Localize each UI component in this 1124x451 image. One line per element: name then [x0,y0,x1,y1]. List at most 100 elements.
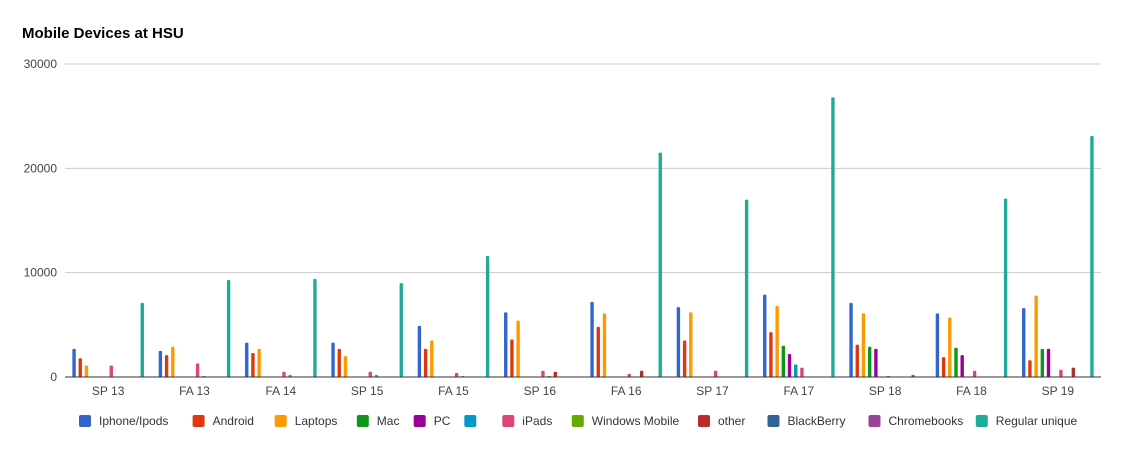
bar [84,365,89,377]
bar [1040,348,1045,377]
bar [602,313,607,377]
x-tick-labels: SP 13 FA 13 FA 14 SP 15 FA 15 SP 16 FA 16 SP 17… [92,384,1074,398]
bar [430,340,434,377]
bar [78,358,82,377]
bar [158,350,163,377]
chart-title: Mobile Devices at HSU [22,25,184,42]
bars [72,97,1094,378]
bar [1090,135,1094,377]
bar [195,363,200,377]
legend-swatch [502,415,515,427]
legend-label: Laptops [295,414,338,428]
bar [960,355,964,377]
x-tick-label: FA 17 [783,384,814,398]
bar [676,307,681,377]
bar [849,302,853,377]
legend-label: Regular unique [996,414,1078,428]
bar [590,301,594,377]
legend-label: BlackBerry [788,414,846,428]
legend-swatch [464,415,477,427]
legend-label: Iphone/Ipods [99,414,168,428]
legend-swatch [274,415,287,427]
y-tick-label: 10000 [24,266,58,280]
x-tick-label: FA 14 [265,384,296,398]
bar [1028,360,1032,377]
bar [972,370,977,377]
legend-swatch [868,415,881,427]
bar [313,278,317,377]
legend-swatch [698,415,710,427]
bar [941,357,946,377]
bar [337,348,341,377]
bar [1034,295,1038,377]
legend-swatch [975,415,988,427]
legend-swatch [192,415,205,427]
x-tick-label: FA 15 [438,384,469,398]
bar [288,374,292,377]
bar [140,302,144,377]
bar [1059,369,1063,377]
bar [399,283,403,377]
bar [1046,348,1051,377]
bar [485,255,490,377]
bar [639,370,644,377]
legend-swatch [356,415,369,427]
bar [713,370,718,377]
bar [596,326,600,377]
legend: Iphone/Ipods Android Laptops Mac PC iPads Wind… [79,414,1078,428]
x-tick-label: SP 16 [524,384,557,398]
bar [775,306,779,377]
bar [911,374,915,377]
legend-label: PC [434,414,451,428]
bar [343,356,348,377]
bar [109,365,113,377]
bar [454,372,459,377]
bar [769,332,773,377]
bar [954,347,958,377]
x-tick-label: FA 18 [956,384,987,398]
bar [72,348,76,377]
legend-label: Mac [377,414,400,428]
bar [781,345,786,377]
bar [226,279,231,377]
bar [504,312,508,377]
y-tick-label: 20000 [24,161,58,175]
bar [682,340,687,377]
bar [800,367,804,377]
bar [763,294,767,377]
bar [374,374,379,377]
legend-label: Chromebooks [889,414,964,428]
y-tick-label: 0 [50,370,57,384]
bar [787,354,792,377]
legend-swatch [767,415,780,427]
bar [855,344,859,377]
bar [510,339,514,377]
bar [867,346,872,377]
bar [251,353,255,377]
bar [553,371,558,377]
legend-label: Windows Mobile [592,414,680,428]
bar [744,199,749,377]
bar [423,348,428,377]
bar [794,364,798,377]
x-tick-label: SP 13 [92,384,125,398]
y-tick-labels: 0 10000 20000 30000 [24,57,58,384]
bar [1022,308,1026,377]
bar [331,342,335,377]
legend-swatch [571,415,584,427]
bar [861,313,866,377]
bar [689,312,693,377]
bar [516,320,520,377]
bar [948,317,952,377]
x-tick-label: FA 13 [179,384,210,398]
bar [658,152,662,377]
bar [627,373,631,377]
gridlines [65,63,1101,274]
bar [541,370,545,377]
x-tick-label: FA 16 [611,384,642,398]
x-tick-label: SP 17 [696,384,729,398]
bar [245,342,249,377]
bar [831,97,835,378]
